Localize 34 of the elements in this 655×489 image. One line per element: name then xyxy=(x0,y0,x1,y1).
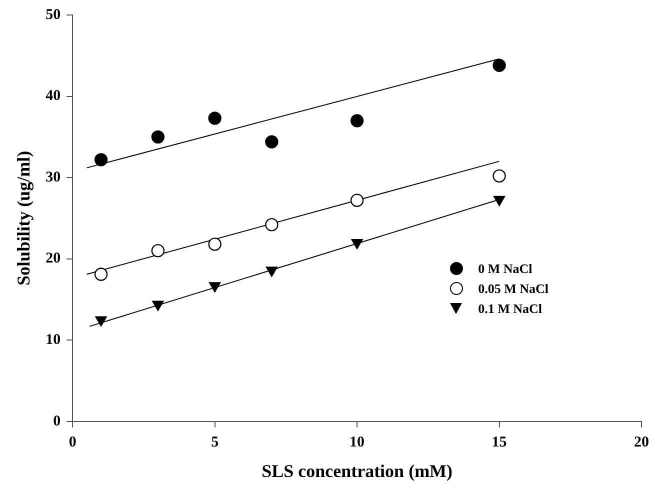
point xyxy=(266,266,278,277)
point xyxy=(94,268,108,281)
point xyxy=(151,244,165,258)
legend-label: 0 M NaCl xyxy=(478,260,532,277)
y-tick-label: 50 xyxy=(46,6,61,23)
point xyxy=(265,218,278,232)
y-tick-label: 10 xyxy=(46,332,61,348)
point xyxy=(151,130,165,144)
point xyxy=(208,112,222,125)
point xyxy=(350,114,364,128)
y-tick-label: 30 xyxy=(46,169,61,186)
y-tick-label: 40 xyxy=(46,88,61,104)
point xyxy=(94,153,108,166)
legend-label: 0.1 M NaCl xyxy=(478,300,542,317)
x-tick-label: 5 xyxy=(211,434,219,450)
x-tick-label: 10 xyxy=(350,434,365,450)
point xyxy=(350,194,364,207)
y-axis-title: Solubility (ug/ml) xyxy=(13,150,34,286)
point xyxy=(492,169,506,183)
y-tick-label: 20 xyxy=(46,250,61,267)
point xyxy=(95,316,107,326)
point xyxy=(351,238,363,250)
x-axis-title: SLS concentration (mM) xyxy=(262,460,453,481)
point xyxy=(493,196,506,206)
point xyxy=(208,238,222,251)
x-tick-label: 20 xyxy=(634,434,649,450)
y-tick-label: 0 xyxy=(53,413,61,430)
point xyxy=(492,58,506,72)
point xyxy=(152,300,164,311)
x-tick-label: 15 xyxy=(492,434,507,450)
point xyxy=(209,282,221,292)
legend-label: 0.05 M NaCl xyxy=(478,280,548,297)
point xyxy=(265,135,278,148)
x-tick-label: 0 xyxy=(68,434,76,450)
